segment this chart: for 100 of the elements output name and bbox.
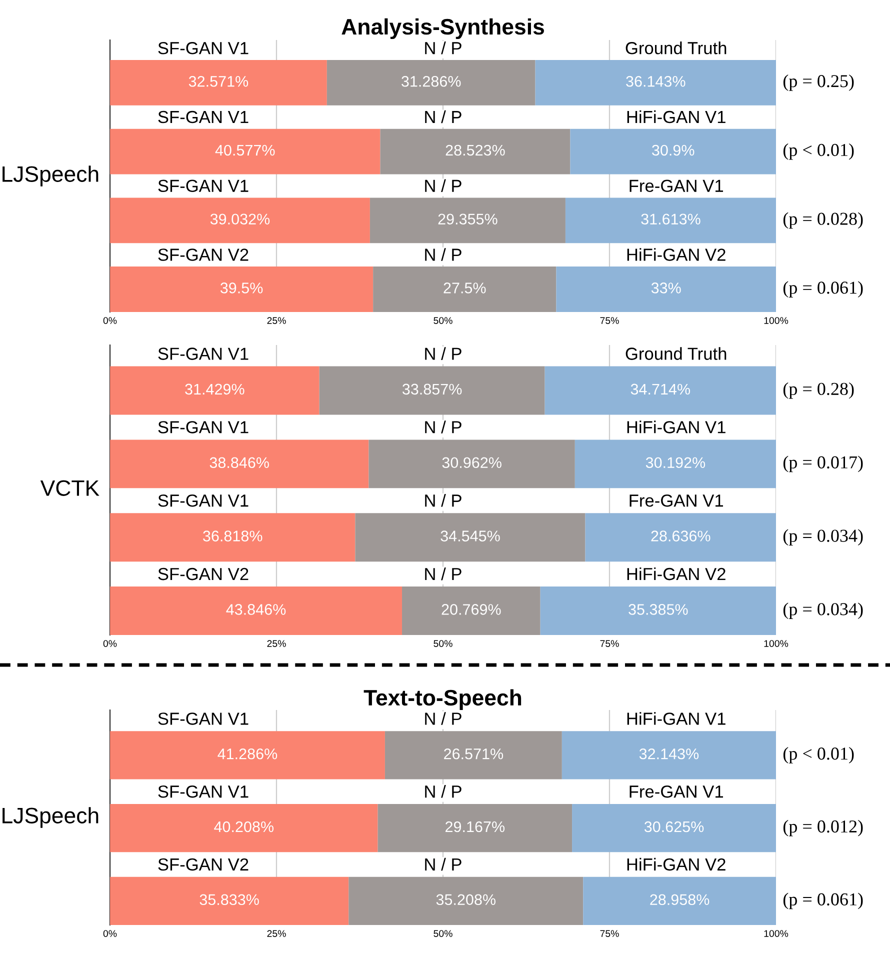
bar	[373, 266, 556, 312]
annotation: SF-GAN V2	[158, 248, 248, 261]
data-label: 33%	[651, 282, 681, 294]
annotation: N / P	[425, 42, 462, 54]
data-label: 28.958%	[650, 894, 710, 906]
text: (p < 0.01)	[783, 747, 854, 764]
bar	[540, 586, 776, 635]
data-label: 35.385%	[628, 604, 688, 615]
annotation: Fre-GAN V1	[630, 494, 724, 507]
bar	[585, 513, 776, 562]
annotation: SF-GAN V2	[158, 568, 248, 580]
annotation: Fre-GAN V1	[630, 180, 724, 192]
bar	[380, 128, 570, 174]
bar	[110, 586, 402, 635]
data-label: 34.545%	[440, 530, 500, 542]
annotation: HiFi-GAN V2	[627, 858, 726, 871]
bar	[402, 586, 540, 635]
annotation: HiFi-GAN V2	[627, 248, 726, 261]
bar	[110, 731, 385, 780]
annotation: N / P	[425, 179, 462, 192]
x-tick-label: 25%	[267, 640, 286, 647]
x-tick-label: 50%	[434, 640, 452, 647]
data-label: 43.846%	[226, 604, 286, 615]
x-tick-label: 100%	[764, 317, 788, 324]
x-tick-label: 100%	[764, 640, 788, 647]
annotation: N / P	[425, 347, 462, 360]
chart-title: Text-to-Speech	[364, 689, 522, 710]
annotation: SF-GAN V1	[158, 42, 248, 54]
bar	[110, 198, 370, 244]
data-label: 30.625%	[644, 821, 704, 832]
y-axis-title: LJSpeech	[2, 166, 98, 186]
y-axis-title: VCTK	[40, 480, 100, 496]
bar	[572, 804, 776, 852]
bar	[355, 513, 586, 562]
bar	[110, 266, 374, 312]
bar	[544, 366, 776, 415]
data-label: 32.571%	[188, 76, 248, 87]
data-label: 38.846%	[210, 457, 269, 468]
text: (p = 0.034)	[783, 529, 863, 546]
annotation: N / P	[425, 110, 462, 124]
x-tick-label: 75%	[600, 640, 619, 647]
data-label: 28.523%	[446, 144, 505, 156]
data-label: 30.962%	[442, 457, 502, 468]
bar	[368, 440, 575, 488]
data-label: 32.143%	[639, 748, 699, 760]
annotation: N / P	[425, 567, 462, 580]
bar	[562, 731, 776, 780]
annotation: SF-GAN V1	[158, 110, 248, 124]
annotation: N / P	[425, 784, 462, 798]
x-tick-label: 100%	[764, 930, 788, 937]
text: (p = 0.012)	[783, 820, 863, 836]
annotation: HiFi-GAN V2	[627, 567, 726, 580]
bar	[110, 513, 356, 562]
data-label: 26.571%	[444, 748, 504, 760]
data-label: 34.714%	[630, 384, 690, 395]
data-label: 29.167%	[446, 821, 505, 832]
bar	[574, 440, 776, 488]
data-label: 20.769%	[442, 604, 501, 615]
annotation: N / P	[425, 248, 462, 261]
annotation: SF-GAN V1	[158, 712, 248, 725]
annotation: SF-GAN V2	[158, 858, 248, 871]
x-tick-label: 0%	[103, 930, 117, 937]
annotation: HiFi-GAN V1	[627, 110, 726, 124]
text: (p = 0.017)	[783, 456, 863, 472]
x-tick-label: 50%	[434, 317, 452, 324]
x-tick-label: 0%	[103, 317, 117, 324]
data-label: 30.9%	[652, 144, 694, 156]
x-tick-label: 75%	[600, 317, 619, 324]
x-tick-label: 25%	[267, 317, 286, 324]
bar	[378, 804, 572, 852]
x-tick-label: 75%	[600, 930, 619, 937]
annotation: N / P	[425, 420, 462, 434]
data-label: 36.143%	[626, 76, 686, 87]
bar	[556, 266, 776, 312]
annotation: N / P	[425, 494, 462, 507]
x-tick-label: 25%	[267, 930, 286, 937]
data-label: 40.577%	[215, 144, 275, 156]
bar	[565, 198, 776, 244]
bar	[319, 366, 545, 415]
bar	[348, 876, 584, 925]
text: (p = 0.28)	[783, 382, 854, 399]
bar	[110, 366, 320, 415]
bar	[110, 876, 349, 925]
annotation: SF-GAN V1	[158, 348, 248, 360]
annotation: SF-GAN V1	[158, 785, 248, 798]
bar	[326, 60, 536, 106]
data-label: 33.857%	[402, 384, 462, 395]
bar	[370, 198, 566, 244]
text: (p = 0.061)	[783, 281, 863, 298]
data-label: 35.833%	[200, 894, 259, 906]
chart-title: Analysis-Synthesis	[342, 18, 544, 40]
data-label: 31.429%	[185, 384, 244, 395]
text: (p < 0.01)	[783, 143, 854, 160]
annotation: N / P	[425, 858, 462, 871]
bar	[110, 60, 327, 106]
y-axis-title: LJSpeech	[2, 807, 98, 828]
bar	[110, 128, 380, 174]
data-label: 39.5%	[220, 282, 263, 294]
bar	[110, 440, 369, 488]
data-label: 31.286%	[402, 76, 461, 87]
